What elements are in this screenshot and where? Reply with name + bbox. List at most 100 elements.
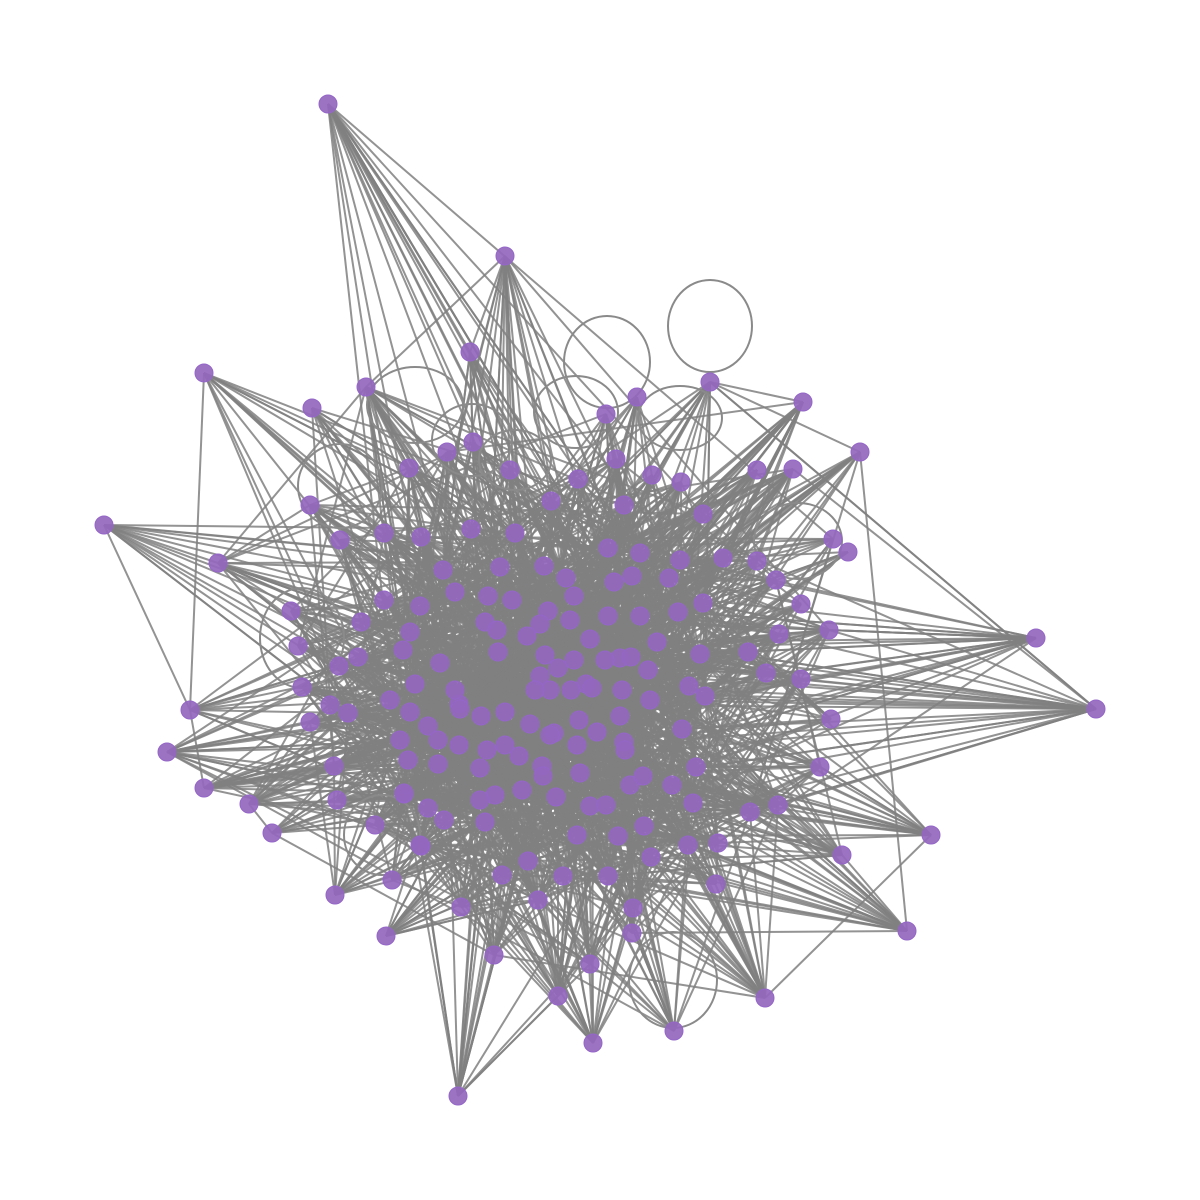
graph-node xyxy=(608,826,628,846)
graph-edge xyxy=(403,699,651,794)
graph-node xyxy=(437,442,457,462)
graph-node xyxy=(738,642,758,662)
graph-node xyxy=(567,735,587,755)
graph-node xyxy=(374,523,394,543)
graph-edge xyxy=(189,709,205,789)
graph-node xyxy=(390,730,410,750)
graph-node xyxy=(535,645,555,665)
graph-edge xyxy=(699,653,1097,710)
graph-node xyxy=(94,515,114,535)
graph-node xyxy=(449,735,469,755)
graph-node xyxy=(793,392,813,412)
graph-edge xyxy=(203,372,704,604)
graph-node xyxy=(495,702,515,722)
self-loop xyxy=(637,385,723,451)
graph-node xyxy=(418,716,438,736)
graph-edge xyxy=(649,699,766,999)
graph-edge xyxy=(419,755,520,846)
graph-node xyxy=(756,663,776,683)
graph-edge xyxy=(189,372,205,711)
graph-node xyxy=(445,680,465,700)
graph-node xyxy=(690,644,710,664)
graph-edge xyxy=(565,577,652,858)
graph-edge xyxy=(409,631,651,701)
graph-edge xyxy=(764,834,932,999)
graph-edge xyxy=(623,401,804,743)
graph-node xyxy=(570,763,590,783)
graph-edge xyxy=(828,629,1097,710)
graph-node xyxy=(445,582,465,602)
graph-node xyxy=(706,874,726,894)
graph-edge xyxy=(692,802,908,932)
edge-layer xyxy=(103,103,1097,1097)
graph-node xyxy=(410,835,430,855)
graph-node xyxy=(610,706,630,726)
graph-edge xyxy=(649,699,821,768)
graph-edge xyxy=(632,637,1037,909)
graph-edge xyxy=(203,372,340,667)
graph-node xyxy=(850,442,870,462)
graph-node xyxy=(598,538,618,558)
graph-edge xyxy=(549,734,908,932)
graph-node xyxy=(471,706,491,726)
graph-edge xyxy=(334,804,607,896)
graph-node xyxy=(477,740,497,760)
graph-node xyxy=(564,650,584,670)
graph-node xyxy=(302,398,322,418)
graph-edge xyxy=(562,875,766,999)
graph-node xyxy=(747,551,767,571)
graph-node xyxy=(534,556,554,576)
graph-node xyxy=(595,650,615,670)
graph-node xyxy=(819,620,839,640)
graph-edge xyxy=(311,407,751,813)
graph-node xyxy=(208,553,228,573)
graph-node xyxy=(662,775,682,795)
graph-node xyxy=(587,722,607,742)
graph-edge xyxy=(557,699,651,997)
graph-node xyxy=(791,669,811,689)
graph-node xyxy=(288,636,308,656)
graph-node xyxy=(615,740,635,760)
graph-node xyxy=(670,550,690,570)
graph-node xyxy=(548,658,568,678)
graph-node xyxy=(642,465,662,485)
graph-edge xyxy=(549,577,567,736)
graph-node xyxy=(693,504,713,524)
graph-node xyxy=(596,795,616,815)
node-layer xyxy=(94,94,1106,1106)
graph-node xyxy=(351,612,371,632)
graph-edge xyxy=(103,524,456,593)
graph-edge xyxy=(419,469,511,846)
graph-node xyxy=(428,730,448,750)
graph-edge xyxy=(800,637,1037,680)
graph-node xyxy=(320,695,340,715)
graph-edge xyxy=(631,842,719,934)
graph-edge xyxy=(336,651,499,801)
graph-node xyxy=(380,690,400,710)
graph-node xyxy=(564,586,584,606)
graph-node xyxy=(604,572,624,592)
graph-node xyxy=(484,945,504,965)
graph-edge xyxy=(271,832,495,956)
graph-node xyxy=(318,94,338,114)
graph-node xyxy=(747,460,767,480)
graph-node xyxy=(490,557,510,577)
graph-node xyxy=(470,790,490,810)
graph-node xyxy=(668,602,688,622)
graph-edge xyxy=(828,629,1037,639)
graph-node xyxy=(300,495,320,515)
graph-edge xyxy=(607,854,843,877)
graph-edge xyxy=(709,381,804,403)
graph-edge xyxy=(677,611,1037,639)
graph-edge xyxy=(457,844,689,1097)
graph-node xyxy=(410,596,430,616)
graph-edge xyxy=(385,835,619,937)
graph-node xyxy=(693,593,713,613)
graph-edge xyxy=(420,844,689,847)
graph-edge xyxy=(687,844,766,999)
self-loop xyxy=(628,931,718,1029)
graph-node xyxy=(598,866,618,886)
self-loop xyxy=(343,794,421,876)
graph-edge xyxy=(487,255,506,597)
graph-node xyxy=(463,432,483,452)
